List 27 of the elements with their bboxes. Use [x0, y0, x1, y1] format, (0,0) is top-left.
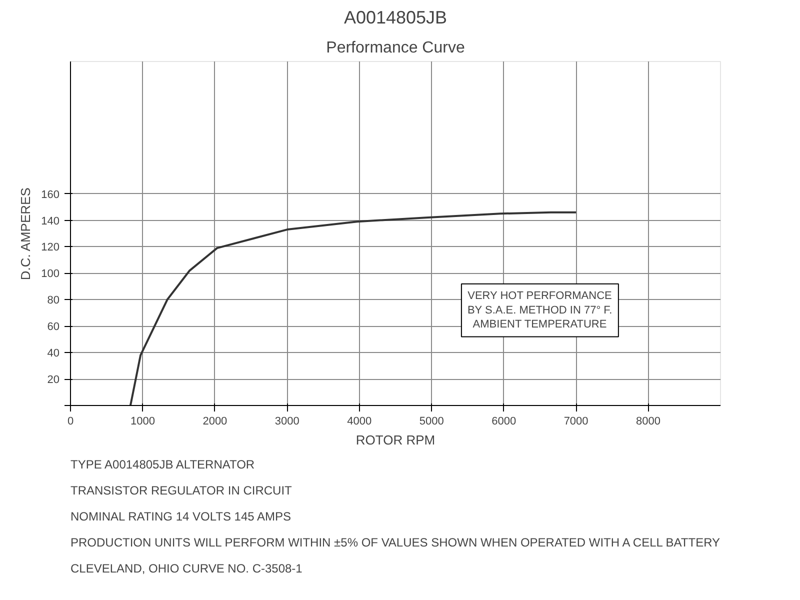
text: TRANSISTOR REGULATOR IN CIRCUIT: [70, 484, 293, 498]
x-tick-label: 4000: [347, 416, 372, 428]
x-tick-label: 7000: [564, 416, 588, 428]
text: CLEVELAND, OHIO CURVE NO. C-3508-1: [70, 562, 303, 576]
x-tick-label: 8000: [636, 416, 661, 428]
y-tick-label: 160: [41, 188, 60, 201]
chart-subtitle: Performance Curve: [326, 40, 465, 56]
text: TYPE A0014805JB ALTERNATOR: [70, 458, 255, 472]
y-tick-label: 80: [47, 294, 60, 307]
chart-title: A0014805JB: [344, 8, 448, 28]
y-tick-label: 120: [41, 242, 60, 254]
x-tick-label: 1000: [130, 416, 155, 428]
x-tick-label: 2000: [202, 416, 228, 428]
y-tick-label: 100: [41, 268, 60, 280]
y-tick-label: 40: [47, 348, 60, 360]
text: NOMINAL RATING 14 VOLTS 145 AMPS: [70, 510, 292, 524]
y-axis-title: D.C. AMPERES: [18, 187, 34, 280]
x-axis-title: ROTOR RPM: [356, 432, 436, 448]
x-tick-label: 6000: [492, 416, 516, 428]
text: PRODUCTION UNITS WILL PERFORM WITHIN ±5% OF VALUES SHOWN WHEN OPERATED WITH A CELL BATTERY: [70, 536, 720, 550]
y-tick-label: 60: [47, 321, 60, 334]
annotation: VERY HOT PERFORMANCE BY S.A.E. METHOD IN 77° F. AMBIENT TEMPERATURE: [467, 290, 612, 331]
y-tick-label: 20: [47, 374, 60, 386]
x-tick-label: 5000: [419, 416, 444, 428]
y-tick-label: 140: [41, 215, 60, 228]
x-tick-label: 0: [67, 416, 74, 428]
x-tick-label: 3000: [274, 416, 300, 428]
